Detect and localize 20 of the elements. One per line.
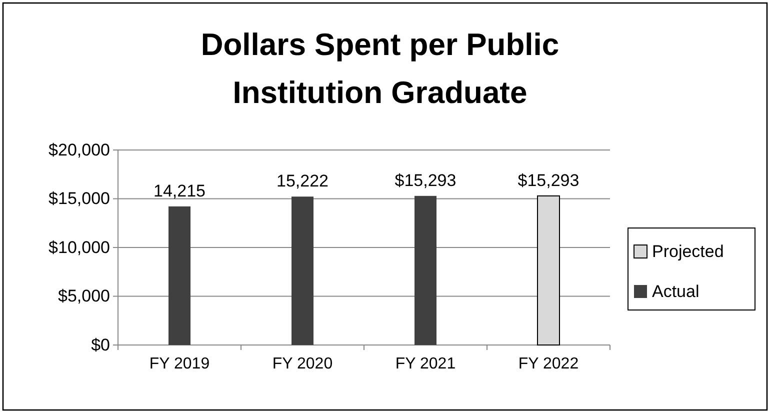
bar: [414, 196, 436, 345]
x-tick-label: FY 2020: [272, 355, 333, 372]
data-label: $15,293: [518, 170, 580, 190]
y-tick-label: $0: [91, 335, 110, 354]
y-tick-label: $5,000: [58, 286, 110, 306]
x-tick-label: FY 2021: [395, 355, 456, 372]
data-label: 14,215: [154, 181, 206, 200]
bar: [168, 206, 190, 345]
bar: [292, 196, 314, 345]
legend-label: Projected: [652, 242, 724, 261]
chart-title: Dollars Spent per Public Institution Graduate: [200, 27, 560, 110]
legend-label: Actual: [652, 282, 700, 301]
x-tick-label: FY 2019: [149, 355, 210, 372]
data-label: 15,222: [276, 172, 328, 191]
bar: [537, 195, 560, 346]
x-tick-label: FY 2022: [518, 355, 579, 372]
y-tick-label: $10,000: [48, 238, 110, 257]
y-tick-label: $20,000: [48, 140, 110, 160]
data-label: $15,293: [394, 170, 456, 190]
y-tick-label: $15,000: [48, 189, 110, 208]
